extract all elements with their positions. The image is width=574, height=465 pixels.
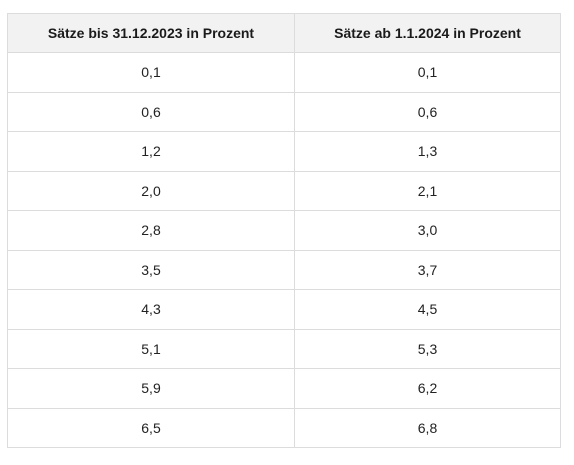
table-row: 3,5 3,7 [7,249,561,290]
table-row: 2,8 3,0 [7,210,561,251]
header-row: Sätze bis 31.12.2023 in Prozent Sätze ab… [7,13,561,53]
table-row: 4,3 4,5 [7,289,561,330]
cell-rate-until-2023: 1,2 [7,131,295,172]
cell-rate-until-2023: 0,6 [7,91,295,132]
cell-rate-until-2023: 2,8 [7,210,295,251]
table-body: 0,1 0,1 0,6 0,6 1,2 1,3 2,0 2,1 2,8 3,0 … [7,52,561,448]
table-row: 5,1 5,3 [7,328,561,369]
cell-rate-from-2024: 3,0 [294,210,561,251]
cell-rate-until-2023: 3,5 [7,249,295,290]
table-row: 5,9 6,2 [7,368,561,409]
cell-rate-from-2024: 6,2 [294,368,561,409]
cell-rate-until-2023: 5,1 [7,328,295,369]
table-row: 6,5 6,8 [7,407,561,448]
table-header: Sätze bis 31.12.2023 in Prozent Sätze ab… [7,13,561,53]
rates-table: Sätze bis 31.12.2023 in Prozent Sätze ab… [7,13,561,448]
cell-rate-from-2024: 0,1 [294,52,561,93]
cell-rate-from-2024: 3,7 [294,249,561,290]
cell-rate-from-2024: 2,1 [294,170,561,211]
cell-rate-until-2023: 2,0 [7,170,295,211]
cell-rate-from-2024: 5,3 [294,328,561,369]
cell-rate-until-2023: 5,9 [7,368,295,409]
cell-rate-until-2023: 4,3 [7,289,295,330]
cell-rate-from-2024: 6,8 [294,407,561,448]
cell-rate-until-2023: 6,5 [7,407,295,448]
header-rates-until-2023: Sätze bis 31.12.2023 in Prozent [7,13,295,53]
cell-rate-from-2024: 4,5 [294,289,561,330]
table-row: 0,6 0,6 [7,91,561,132]
table-row: 0,1 0,1 [7,52,561,93]
table-row: 1,2 1,3 [7,131,561,172]
cell-rate-from-2024: 1,3 [294,131,561,172]
table-row: 2,0 2,1 [7,170,561,211]
header-rates-from-2024: Sätze ab 1.1.2024 in Prozent [294,13,561,53]
cell-rate-until-2023: 0,1 [7,52,295,93]
cell-rate-from-2024: 0,6 [294,91,561,132]
